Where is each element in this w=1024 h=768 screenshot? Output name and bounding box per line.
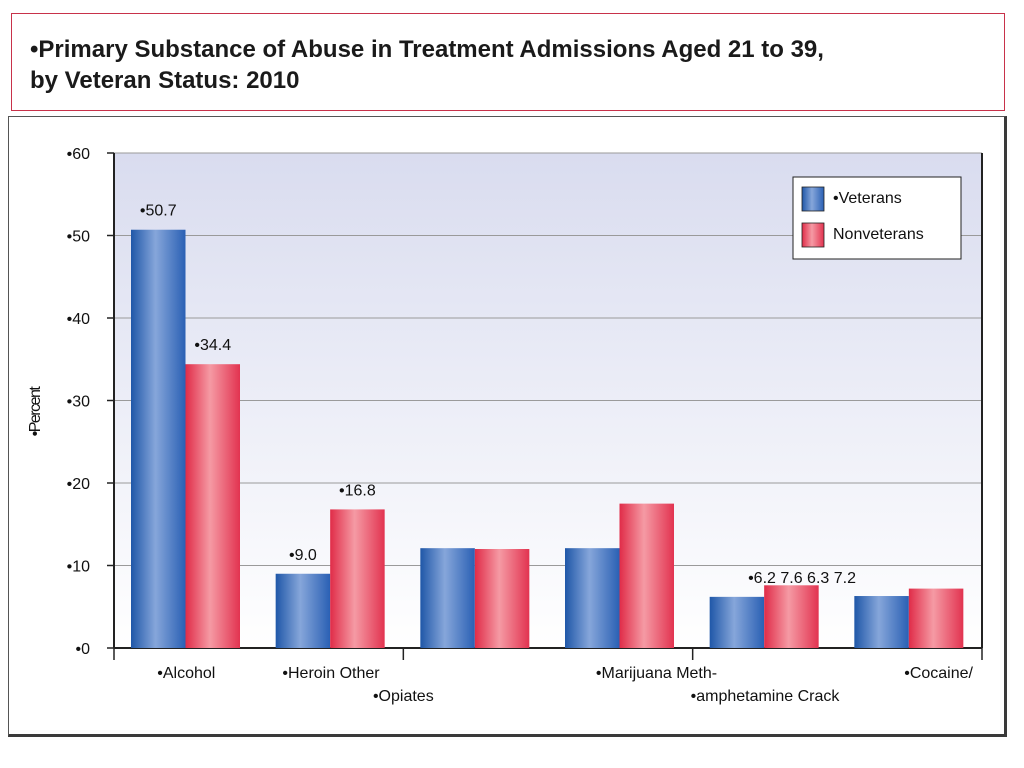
chart-title-line2: by Veteran Status: 2010 [30,67,300,94]
y-tick-label: •20 [67,476,91,493]
bar-veterans [709,596,765,648]
legend-swatch-nonveterans [801,222,825,248]
y-tick-label: •30 [67,394,91,411]
x-category-label: •amphetamine Crack [691,688,841,705]
bar-nonveterans [908,588,964,648]
data-label: •34.4 [194,337,231,354]
legend-label-veterans: •Veterans [833,190,902,207]
y-tick-label: •50 [67,229,91,246]
bar-nonveterans [619,503,674,648]
bar-nonveterans [764,585,819,648]
y-tick-label: •10 [67,559,91,576]
chart-title: •Primary Substance of Abuse in Treatment… [30,34,990,96]
x-category-label: •Marijuana Meth- [596,665,717,682]
bar-veterans [565,548,620,648]
bar-nonveterans [474,549,530,648]
y-tick-label: •40 [67,311,91,328]
bar-nonveterans [185,364,240,648]
bar-veterans [131,229,186,648]
data-label: •16.8 [339,482,376,499]
data-label: •6.2 7.6 6.3 7.2 [748,570,856,587]
x-category-label: •Heroin Other [282,665,380,682]
data-label: •9.0 [289,547,317,564]
title-box: •Primary Substance of Abuse in Treatment… [11,13,1005,111]
x-category-label: •Opiates [373,688,434,705]
chart-title-line1: •Primary Substance of Abuse in Treatment… [30,36,824,63]
data-label: •50.7 [140,203,177,220]
y-tick-label: •0 [76,641,91,658]
x-category-label: •Alcohol [157,665,215,682]
bar-veterans [275,573,331,648]
legend-swatch-veterans [801,186,825,212]
y-axis-label: •Percent [27,386,44,437]
bar-nonveterans [330,509,385,648]
legend-label-nonveterans: Nonveterans [833,226,924,243]
x-category-label: •Cocaine/ [904,665,973,682]
bar-veterans [854,596,909,648]
bar-veterans [420,548,475,648]
y-tick-label: •60 [67,146,91,163]
